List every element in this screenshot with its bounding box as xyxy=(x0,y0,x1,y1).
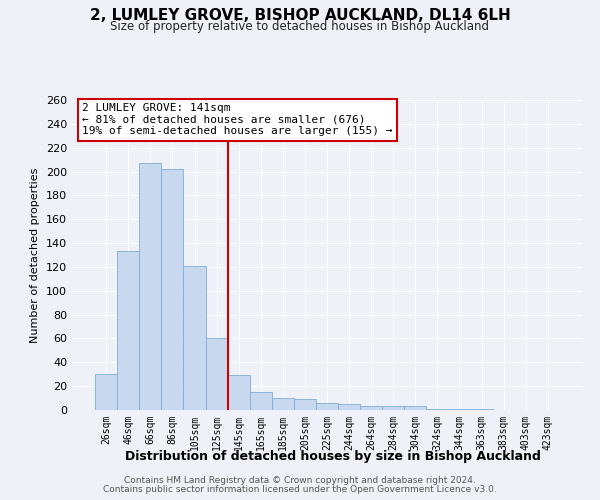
Bar xyxy=(250,392,272,410)
Text: Contains HM Land Registry data © Crown copyright and database right 2024.: Contains HM Land Registry data © Crown c… xyxy=(124,476,476,485)
Bar xyxy=(139,163,161,410)
Bar xyxy=(117,252,139,410)
Text: Size of property relative to detached houses in Bishop Auckland: Size of property relative to detached ho… xyxy=(110,20,490,33)
Bar xyxy=(338,404,360,410)
Bar xyxy=(206,338,227,410)
Bar xyxy=(448,409,470,410)
Bar xyxy=(184,266,206,410)
Bar xyxy=(382,406,404,410)
Bar xyxy=(294,400,316,410)
Bar xyxy=(470,409,493,410)
Bar xyxy=(404,406,427,410)
Bar xyxy=(272,398,294,410)
Text: Distribution of detached houses by size in Bishop Auckland: Distribution of detached houses by size … xyxy=(125,450,541,463)
Bar xyxy=(161,169,184,410)
Bar xyxy=(316,403,338,410)
Bar xyxy=(360,406,382,410)
Bar xyxy=(427,409,448,410)
Y-axis label: Number of detached properties: Number of detached properties xyxy=(31,168,40,342)
Bar xyxy=(227,376,250,410)
Text: 2, LUMLEY GROVE, BISHOP AUCKLAND, DL14 6LH: 2, LUMLEY GROVE, BISHOP AUCKLAND, DL14 6… xyxy=(89,8,511,22)
Bar xyxy=(95,374,117,410)
Text: 2 LUMLEY GROVE: 141sqm
← 81% of detached houses are smaller (676)
19% of semi-de: 2 LUMLEY GROVE: 141sqm ← 81% of detached… xyxy=(82,103,392,136)
Text: Contains public sector information licensed under the Open Government Licence v3: Contains public sector information licen… xyxy=(103,485,497,494)
